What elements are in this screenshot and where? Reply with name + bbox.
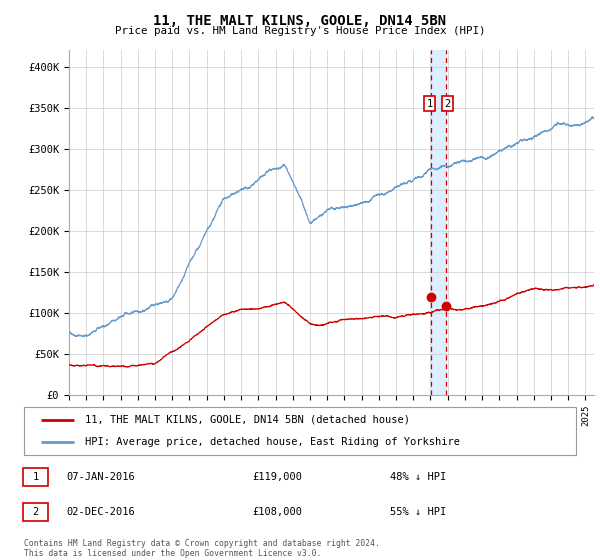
Text: 48% ↓ HPI: 48% ↓ HPI [390,472,446,482]
Text: 2: 2 [445,99,451,109]
Text: 11, THE MALT KILNS, GOOLE, DN14 5BN: 11, THE MALT KILNS, GOOLE, DN14 5BN [154,14,446,28]
Text: Price paid vs. HM Land Registry's House Price Index (HPI): Price paid vs. HM Land Registry's House … [115,26,485,36]
Text: Contains HM Land Registry data © Crown copyright and database right 2024.
This d: Contains HM Land Registry data © Crown c… [24,539,380,558]
Text: 02-DEC-2016: 02-DEC-2016 [66,507,135,517]
Text: £108,000: £108,000 [252,507,302,517]
Bar [431,50,446,395]
Text: 2: 2 [32,507,38,517]
Text: 1: 1 [427,99,433,109]
Text: 11, THE MALT KILNS, GOOLE, DN14 5BN (detached house): 11, THE MALT KILNS, GOOLE, DN14 5BN (det… [85,415,410,425]
Text: £119,000: £119,000 [252,472,302,482]
Text: 55% ↓ HPI: 55% ↓ HPI [390,507,446,517]
Text: 07-JAN-2016: 07-JAN-2016 [66,472,135,482]
Text: HPI: Average price, detached house, East Riding of Yorkshire: HPI: Average price, detached house, East… [85,437,460,447]
Text: 1: 1 [32,472,38,482]
